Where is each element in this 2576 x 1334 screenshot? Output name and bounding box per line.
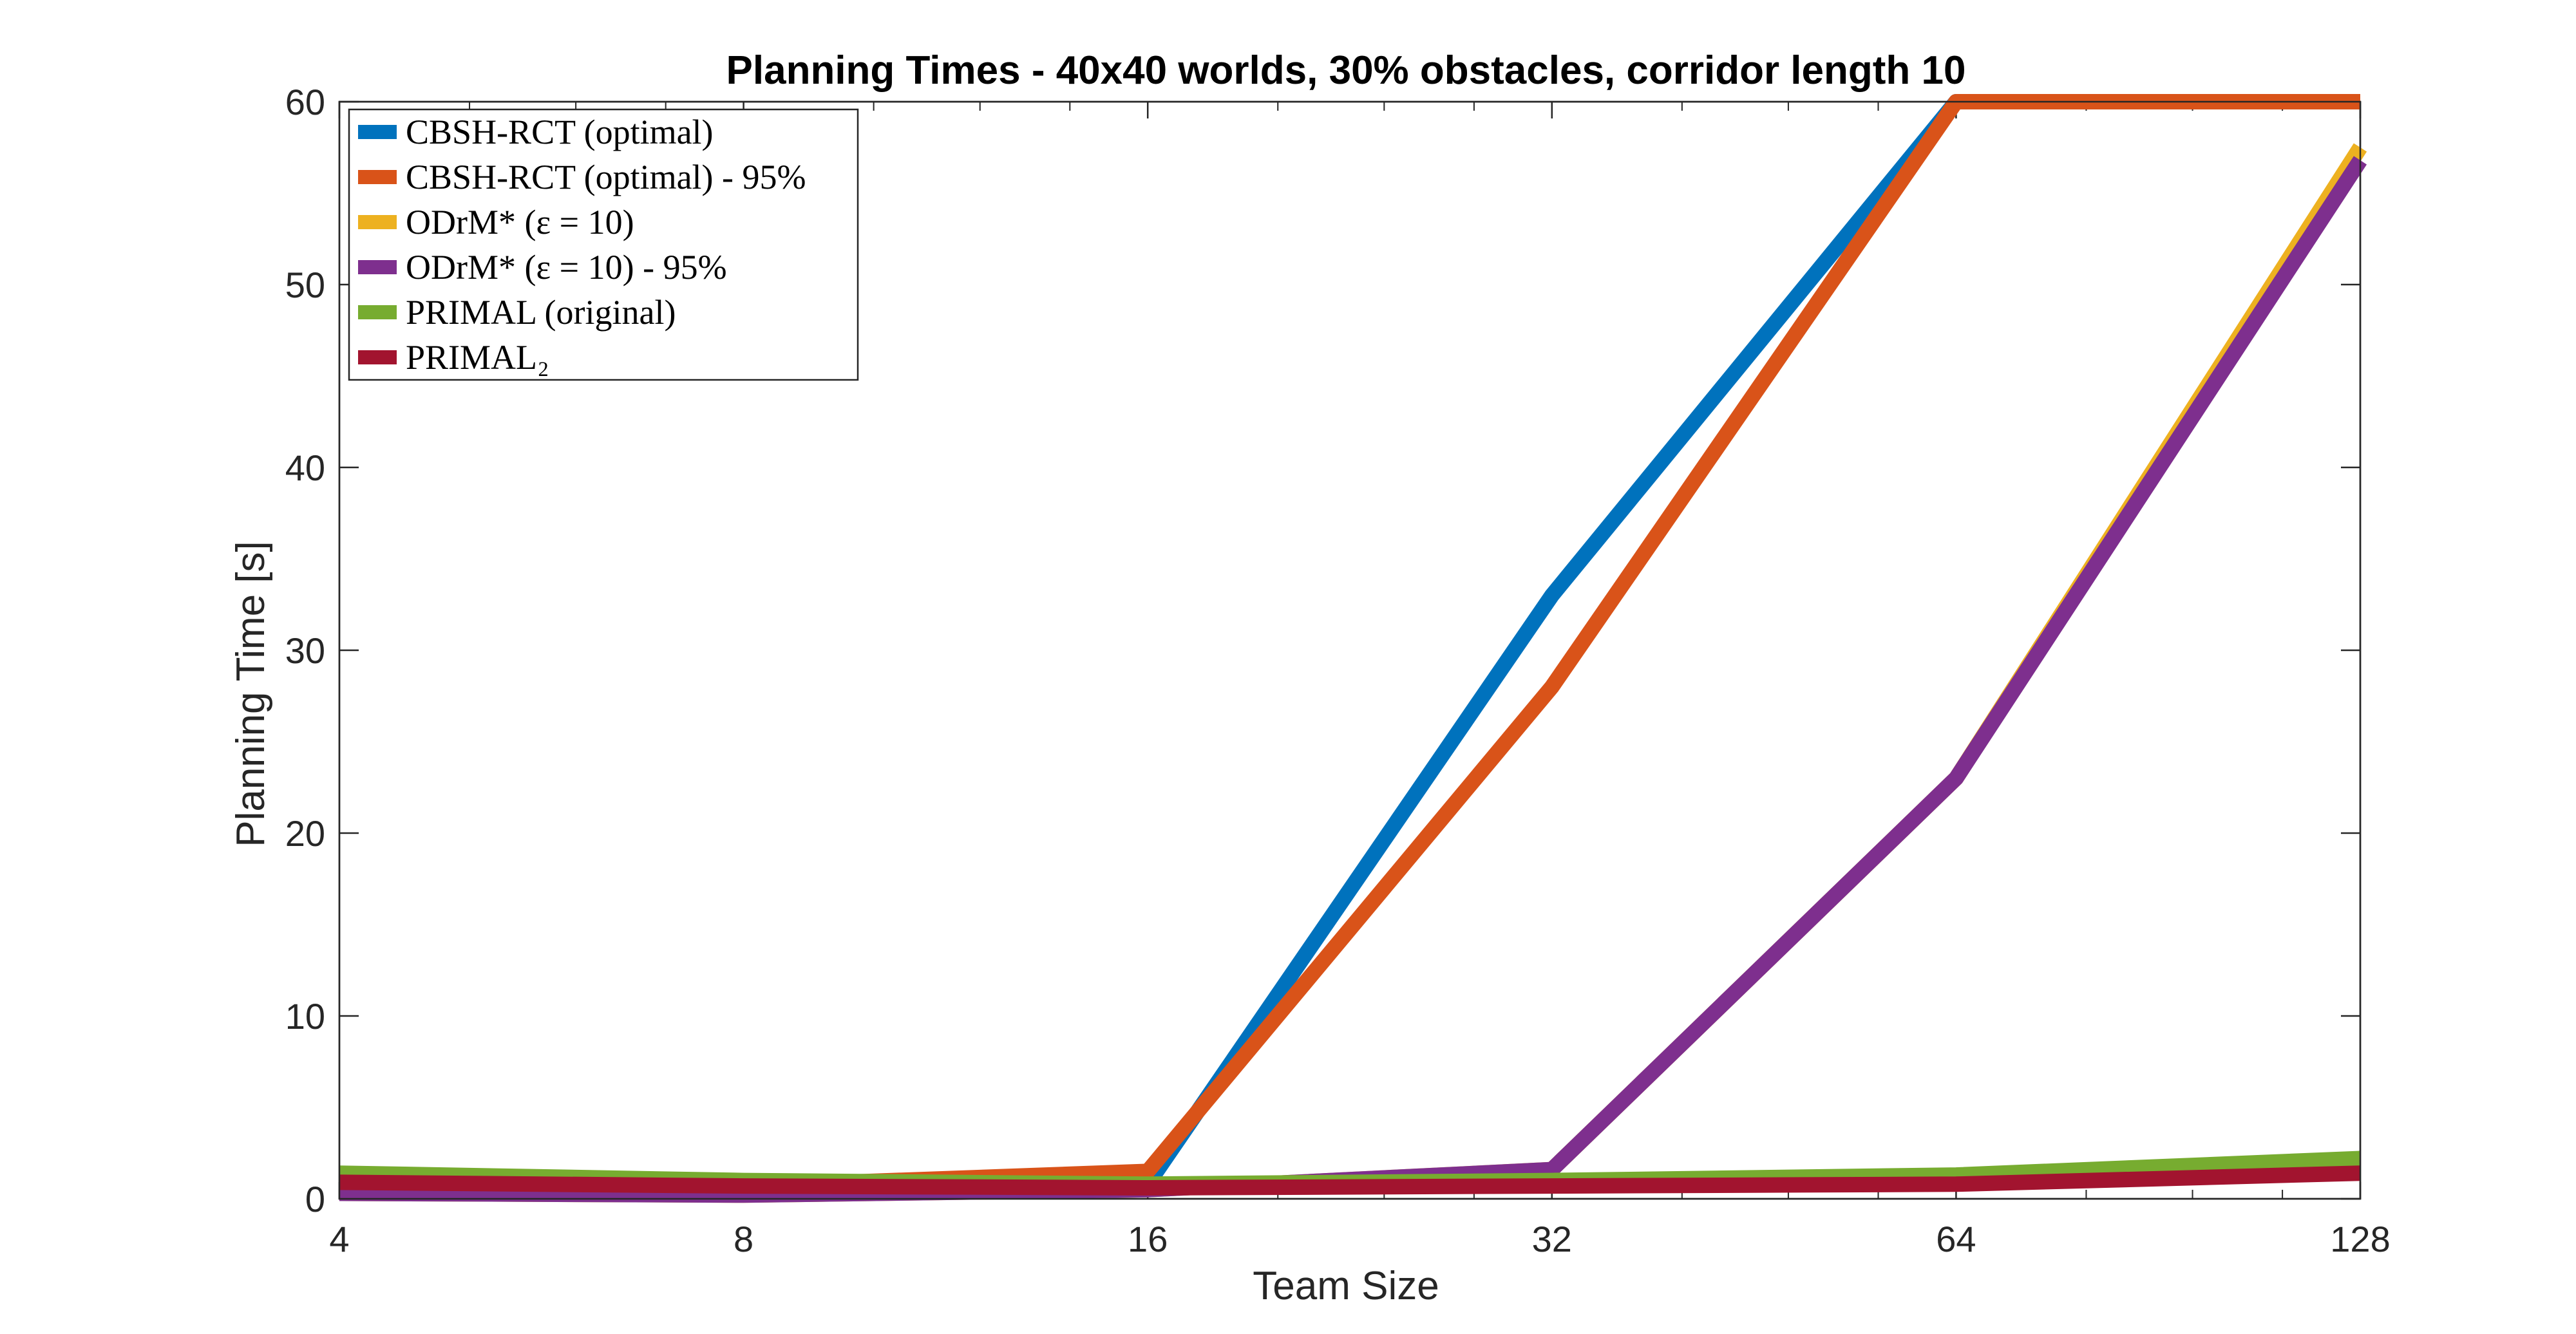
plot-area: 4 8 16 32 64 128 0 10 20 30 40 50 60 (285, 82, 2391, 1259)
x-tick-label: 32 (1532, 1219, 1572, 1259)
x-tick-label: 128 (2330, 1219, 2390, 1259)
legend-label: CBSH-RCT (optimal) (406, 113, 714, 151)
y-tick-label: 20 (285, 813, 325, 854)
y-tick-label: 30 (285, 630, 325, 671)
x-tick-label: 8 (734, 1219, 753, 1259)
legend-label: CBSH-RCT (optimal) - 95% (406, 158, 806, 196)
legend-label: ODrM* (ε = 10) - 95% (406, 248, 727, 287)
legend-label: ODrM* (ε = 10) (406, 203, 634, 241)
axes-frame (338, 100, 2362, 1200)
legend: CBSH-RCT (optimal) CBSH-RCT (optimal) - 9… (348, 108, 859, 381)
chart-title: Planning Times - 40x40 worlds, 30% obsta… (726, 48, 1966, 93)
series-line-6 (339, 1165, 2361, 1196)
x-tick-label: 16 (1128, 1219, 1168, 1259)
y-tick-label: 60 (285, 82, 325, 122)
y-tick-label: 50 (285, 265, 325, 305)
legend-box (348, 108, 859, 381)
y-tick-label: 40 (285, 447, 325, 488)
y-tick-label: 0 (305, 1179, 325, 1219)
x-tick-label: 4 (329, 1219, 349, 1259)
x-axis-label: Team Size (1253, 1264, 1439, 1308)
legend-label: PRIMAL₂ (406, 338, 549, 377)
legend-label: PRIMAL (original) (406, 293, 676, 332)
y-tick-label: 10 (285, 996, 325, 1037)
y-axis-label: Planning Time [s] (229, 541, 273, 847)
x-tick-label: 64 (1936, 1219, 1976, 1259)
